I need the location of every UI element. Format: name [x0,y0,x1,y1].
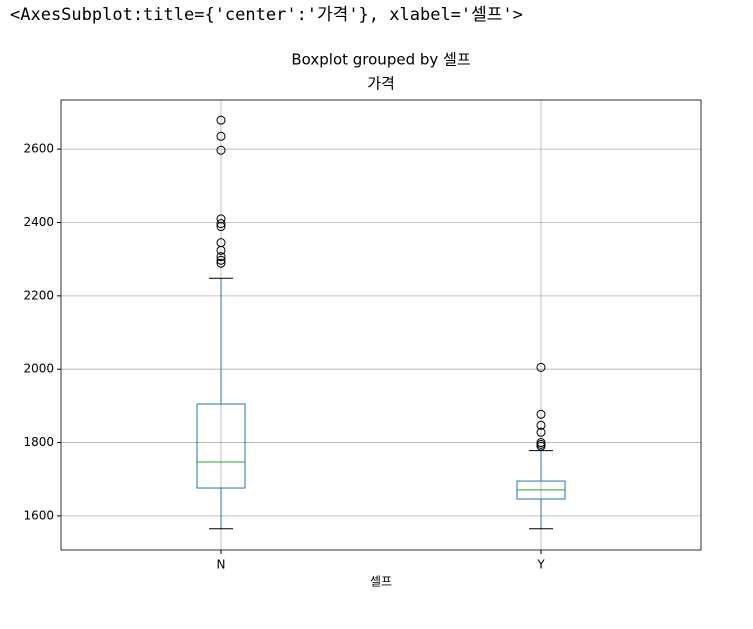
y-tick-label: 1800 [23,435,54,449]
x-tick-label: Y [536,558,545,572]
plot-frame [60,99,702,551]
outlier [216,219,226,229]
outlier [216,115,226,125]
outlier [216,222,226,232]
outlier [536,420,546,430]
y-tick-label: 2000 [23,362,54,376]
y-tick-label: 2600 [23,142,54,156]
outlier [216,145,226,155]
outlier [216,131,226,141]
outlier [216,258,226,268]
chart-title: Boxplot grouped by 셀프 [291,51,470,69]
outlier [216,252,226,262]
outlier [216,245,226,255]
x-tick-label: N [217,558,226,572]
output-repr: <AxesSubplot:title={'center':'가격'}, xlab… [10,5,523,25]
outlier [536,362,546,372]
outlier [536,409,546,419]
outlier [536,427,546,437]
y-tick-label: 2400 [23,215,54,229]
x-axis-label: 셀프 [370,575,392,589]
box [196,403,246,489]
outlier [536,441,546,451]
y-tick-label: 2200 [23,288,54,302]
outlier [216,255,226,265]
chart-subtitle: 가격 [367,75,395,93]
y-tick-label: 1600 [23,508,54,522]
